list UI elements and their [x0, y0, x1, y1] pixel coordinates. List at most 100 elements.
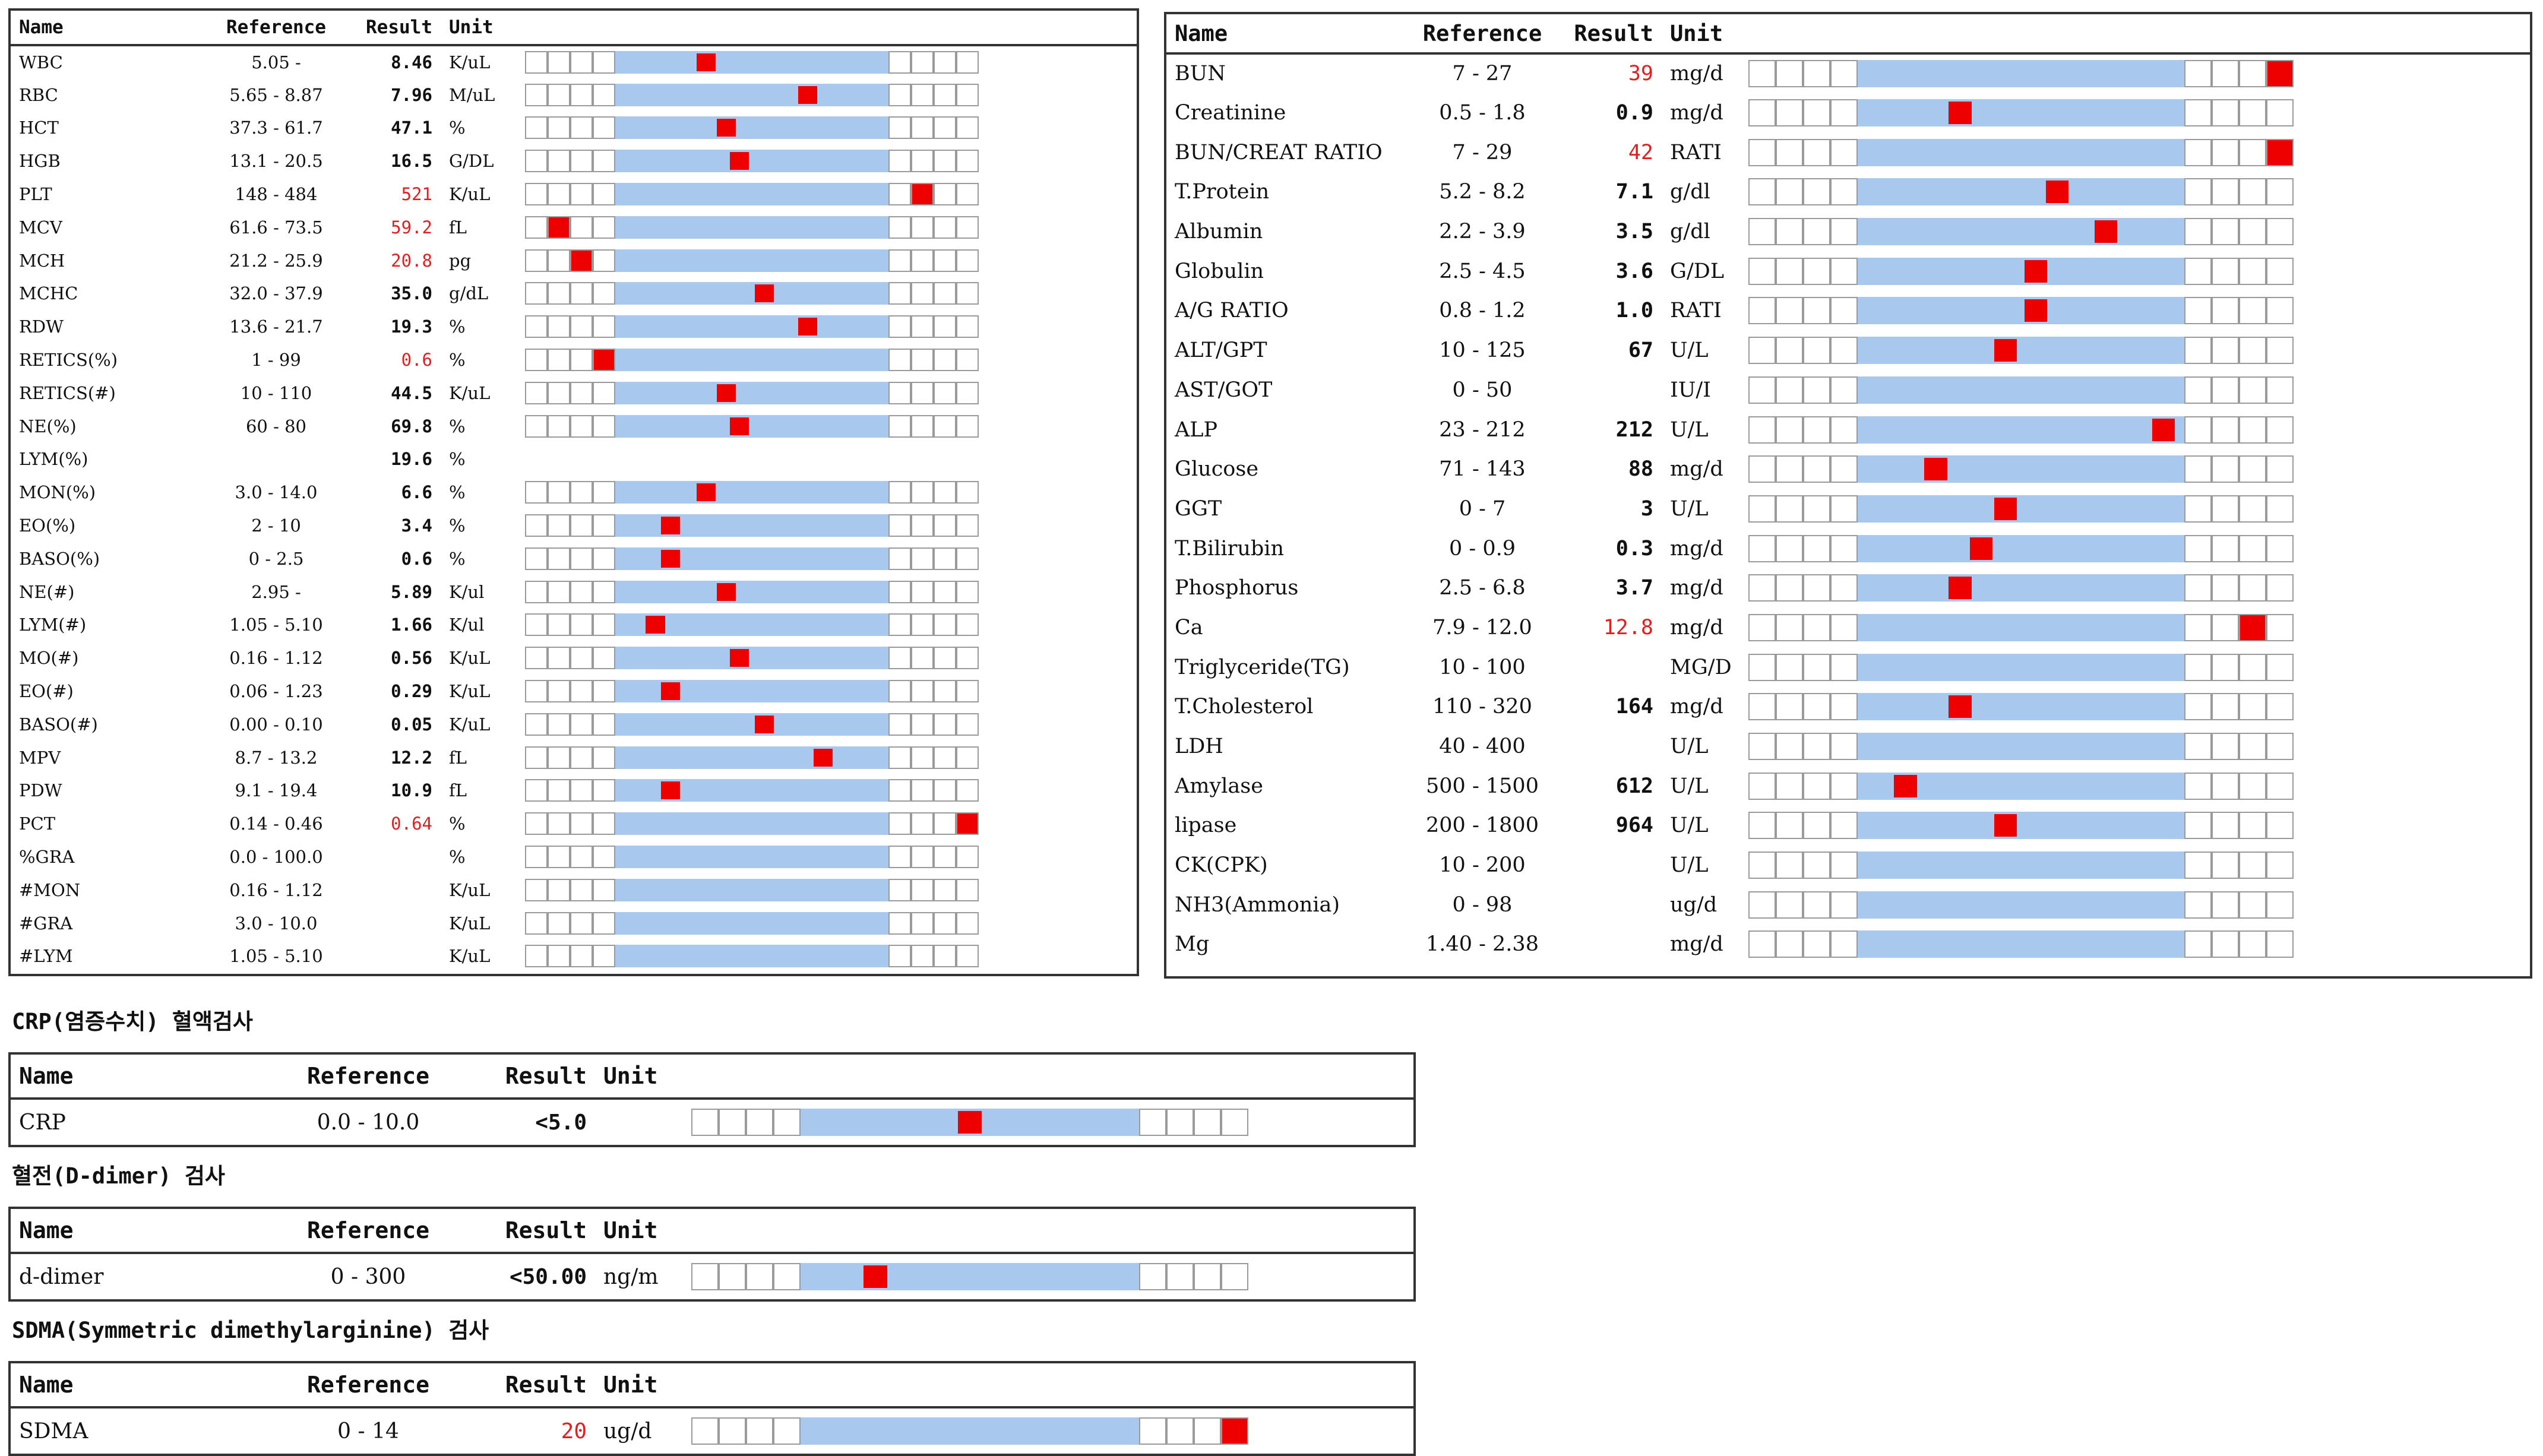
range-bar — [525, 647, 979, 670]
result-unit: g/dL — [449, 283, 489, 304]
result-marker — [2152, 418, 2175, 441]
range-cell — [934, 878, 956, 901]
range-cell — [570, 713, 593, 736]
test-name: LDH — [1175, 735, 1223, 759]
normal-range-band — [1857, 416, 2184, 444]
range-cell — [570, 282, 593, 305]
result-row: Amylase 500 - 1500 612 U/L — [1166, 766, 2530, 806]
test-name: RBC — [19, 84, 58, 105]
normal-range-band — [1857, 337, 2184, 365]
range-cell — [1802, 99, 1830, 127]
range-cell — [2184, 852, 2212, 879]
range-cell — [525, 183, 548, 206]
range-graph — [517, 509, 1137, 542]
result-value — [1556, 727, 1662, 767]
range-cell — [1830, 574, 1858, 602]
normal-range-band — [1857, 138, 2184, 166]
range-cell — [2211, 693, 2239, 721]
result-row: RETICS(%) 1 - 99 0.6% — [11, 343, 1137, 376]
range-cell — [911, 50, 934, 74]
result-marker — [1949, 102, 1972, 125]
range-cell — [956, 746, 979, 769]
range-graph — [683, 1407, 1413, 1454]
result-row: T.Bilirubin 0 - 0.9 0.3 mg/d — [1166, 528, 2530, 568]
range-graph — [517, 741, 1137, 774]
range-graph — [517, 277, 1137, 311]
result-unit: mg/d — [1670, 695, 1723, 719]
range-cell — [1194, 1417, 1221, 1445]
range-cell — [525, 481, 548, 504]
range-cell — [548, 249, 570, 272]
range-cell — [911, 713, 934, 736]
range-bar — [691, 1417, 1248, 1445]
range-cell — [570, 746, 593, 769]
reference-range: 13.1 - 20.5 — [229, 151, 323, 172]
range-cell — [888, 216, 911, 239]
range-cell — [1802, 257, 1830, 285]
range-bar — [1748, 891, 2294, 919]
range-cell — [911, 249, 934, 272]
result-marker — [1994, 814, 2017, 837]
result-value — [353, 907, 441, 940]
reference-range: 5.2 - 8.2 — [1439, 180, 1526, 204]
test-name: BUN/CREAT RATIO — [1175, 140, 1383, 164]
result-marker — [958, 1111, 982, 1134]
result-value: 42 — [1628, 140, 1653, 164]
range-cell — [691, 1109, 719, 1136]
range-cell — [719, 1109, 746, 1136]
result-row: MCH 21.2 - 25.9 20.8 pg — [11, 244, 1137, 277]
result-marker — [1894, 774, 1917, 797]
range-bar — [1748, 534, 2294, 562]
result-marker — [2238, 613, 2266, 641]
range-graph — [517, 443, 1137, 476]
reference-range: 500 - 1500 — [1426, 774, 1539, 798]
range-bar — [691, 1263, 1248, 1290]
result-value: 0.3 — [1615, 536, 1653, 561]
col-name: Name — [11, 11, 200, 46]
sdma-panel: Name Reference Result Unit SDMA 0 - 14 20 u… — [8, 1361, 1416, 1456]
result-unit: K/uL — [449, 681, 491, 702]
result-marker — [661, 517, 681, 535]
range-cell — [773, 1263, 801, 1290]
range-cell — [1830, 812, 1858, 840]
result-unit: mg/d — [1670, 536, 1723, 561]
col-graph — [1739, 14, 2530, 55]
range-cell — [570, 945, 593, 968]
col-result: Result — [1556, 14, 1662, 55]
test-name: MON(%) — [19, 482, 96, 503]
range-graph — [517, 476, 1137, 509]
range-cell — [1802, 297, 1830, 325]
range-cell — [1802, 574, 1830, 602]
result-row: Globulin 2.5 - 4.5 3.6 G/DL — [1166, 251, 2530, 291]
result-marker — [2045, 181, 2069, 204]
range-cell — [2266, 693, 2294, 721]
range-cell — [525, 812, 548, 835]
result-marker — [661, 549, 681, 568]
range-graph — [517, 873, 1137, 907]
range-cell — [956, 249, 979, 272]
range-cell — [525, 150, 548, 173]
ddimer-panel: Name Reference Result Unit d-dimer 0 - 30… — [8, 1207, 1416, 1302]
result-marker — [696, 53, 716, 71]
range-cell — [593, 846, 615, 869]
result-unit: % — [449, 482, 466, 503]
range-cell — [1775, 455, 1803, 483]
test-name: ALT/GPT — [1175, 338, 1267, 363]
normal-range-band — [615, 647, 888, 670]
range-graph — [517, 708, 1137, 741]
test-name: LYM(#) — [19, 615, 87, 635]
range-bar — [525, 680, 979, 703]
reference-range: 10 - 100 — [1439, 655, 1526, 679]
range-cell — [570, 183, 593, 206]
result-value: 3.7 — [1615, 576, 1653, 600]
range-graph — [1740, 806, 2530, 846]
range-graph — [517, 310, 1137, 343]
range-cell — [934, 150, 956, 173]
range-cell — [1139, 1417, 1166, 1445]
range-graph — [517, 641, 1137, 675]
range-cell — [911, 514, 934, 537]
range-cell — [1830, 534, 1858, 562]
range-bar — [525, 547, 979, 570]
result-unit: G/DL — [449, 151, 494, 172]
range-cell — [911, 680, 934, 703]
